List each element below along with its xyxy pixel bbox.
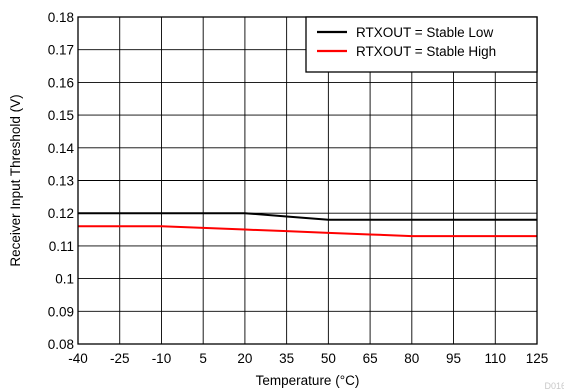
- y-tick-labels: 0.08 0.09 0.1 0.11 0.12 0.13 0.14 0.15 0.16 0.17 0…: [48, 10, 75, 352]
- x-tick-label: 95: [446, 351, 461, 366]
- x-tick-label: -10: [152, 351, 172, 366]
- y-tick-label: 0.08: [48, 337, 74, 352]
- y-axis-label: Receiver Input Threshold (V): [8, 94, 23, 266]
- x-tick-label: 80: [404, 351, 419, 366]
- y-tick-label: 0.18: [48, 10, 74, 25]
- series-line-2: [78, 225, 537, 238]
- x-tick-label: -25: [110, 351, 130, 366]
- x-tick-label: 35: [279, 351, 294, 366]
- y-tick-label: 0.15: [48, 108, 74, 123]
- x-tick-label: 65: [363, 351, 378, 366]
- x-tick-label: 5: [199, 351, 207, 366]
- x-tick-labels: -40 -25 -10 5 20 35 50 65 80 95 110 125: [68, 351, 548, 366]
- legend-label: RTXOUT = Stable Low: [356, 25, 493, 40]
- y-tick-label: 0.16: [48, 75, 74, 90]
- y-tick-label: 0.13: [48, 174, 74, 189]
- y-tick-label: 0.14: [48, 141, 75, 156]
- legend: RTXOUT = Stable Low RTXOUT = Stable High: [305, 16, 538, 73]
- x-tick-label: 50: [321, 351, 336, 366]
- y-tick-label: 0.17: [48, 43, 74, 58]
- y-tick-label: 0.09: [48, 304, 74, 319]
- y-tick-label: 0.12: [48, 206, 74, 221]
- x-tick-label: 125: [526, 351, 549, 366]
- x-axis-label: Temperature (°C): [256, 373, 360, 388]
- y-tick-label: 0.11: [49, 239, 74, 254]
- series-line-1: [78, 212, 537, 221]
- series-lines: [78, 212, 537, 238]
- x-tick-label: 20: [237, 351, 252, 366]
- figure-id-watermark: D016: [544, 381, 564, 390]
- x-tick-label: -40: [68, 351, 88, 366]
- x-tick-label: 110: [485, 351, 507, 366]
- legend-box: [305, 16, 538, 73]
- y-tick-label: 0.1: [55, 272, 74, 287]
- legend-label: RTXOUT = Stable High: [356, 44, 496, 59]
